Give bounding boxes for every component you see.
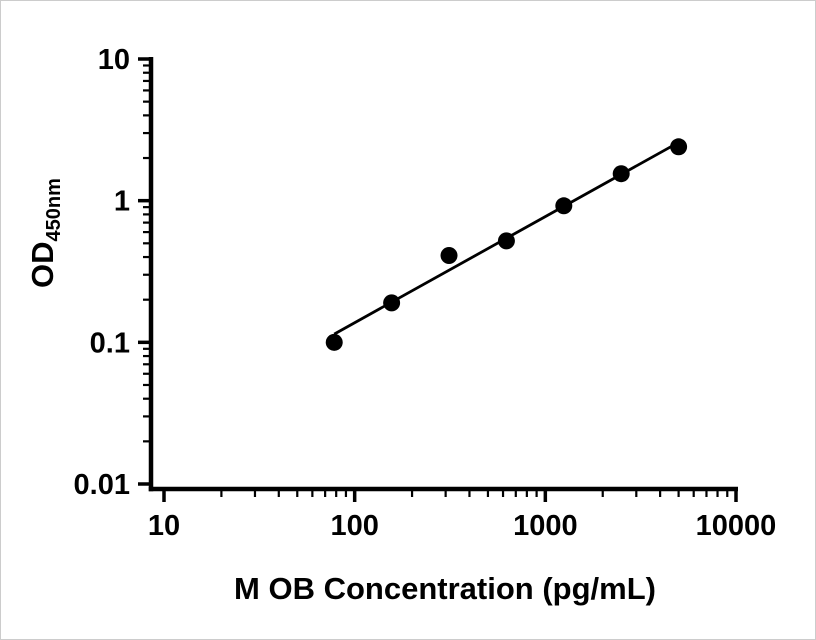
data-point xyxy=(670,138,688,156)
plot-area: 10 100 1000 10000 0.01 0.1 1 10 xyxy=(74,44,777,542)
y-axis-label: OD450nm xyxy=(25,178,65,288)
data-point xyxy=(383,294,401,312)
x-tick-label: 100 xyxy=(330,510,378,542)
y-axis-label-subscript: 450nm xyxy=(43,178,65,241)
x-axis-label: M OB Concentration (pg/mL) xyxy=(234,571,656,606)
data-point xyxy=(497,232,515,250)
y-tick-label: 0.1 xyxy=(90,327,130,359)
y-tick-label: 1 xyxy=(114,186,130,218)
data-point xyxy=(612,165,630,183)
y-axis-label-base: OD xyxy=(25,241,60,288)
data-point xyxy=(325,333,343,351)
x-tick-label: 10 xyxy=(148,510,180,542)
data-point xyxy=(440,247,458,265)
y-tick-label: 0.01 xyxy=(74,469,130,501)
x-tick-label: 1000 xyxy=(513,510,578,542)
data-point xyxy=(555,197,573,215)
x-tick-label: 10000 xyxy=(696,510,777,542)
y-tick-label: 10 xyxy=(98,44,130,76)
